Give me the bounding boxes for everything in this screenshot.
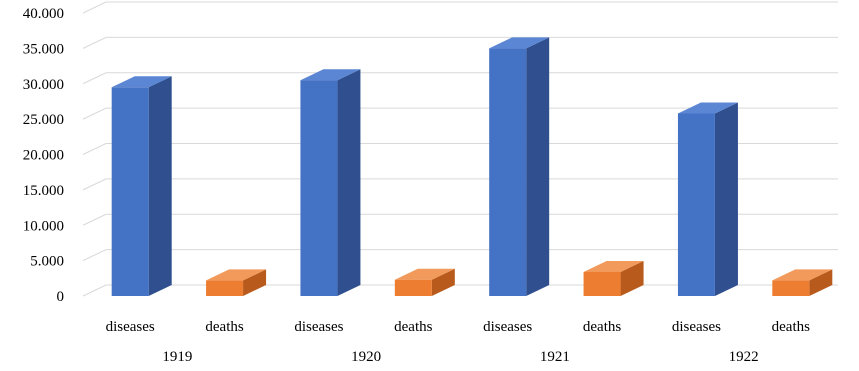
diseases-bar-front [677,113,715,296]
diseases-bar-top [489,37,550,49]
y-tick-label: 35.000 [23,41,64,57]
diseases-bar-top [111,76,172,88]
deaths-bar-front [772,280,810,296]
deaths-bar-front [206,280,244,296]
category-label: deaths [583,319,621,335]
category-label: diseases [483,319,532,335]
category-label: deaths [394,319,432,335]
group-labels: 1919 1920 1921 1922 [162,349,758,365]
deaths-bar-side [431,268,455,296]
y-tick-label: 30.000 [23,77,64,93]
category-label: deaths [205,319,243,335]
y-tick-label: 25.000 [23,112,64,128]
diseases-bar [677,102,738,296]
deaths-bar [394,268,455,296]
category-labels: diseases deaths diseases deaths diseases deat… [106,319,811,335]
diseases-bar-side [337,69,361,297]
category-label: diseases [294,319,343,335]
deaths-bar [206,269,267,296]
gridline [82,36,838,49]
bars-layer [111,37,833,297]
y-tick-label: 40.000 [23,6,64,22]
diseases-bar-front [489,48,527,296]
diseases-bar-front [300,80,338,297]
gridline [82,249,838,262]
deaths-bar-top [583,260,644,272]
group-label: 1921 [540,349,570,365]
deaths-bar-front [583,271,621,296]
deaths-bar-top [772,269,833,281]
diseases-bar [300,69,361,297]
deaths-bar-front [394,279,432,296]
gridline [82,178,838,191]
gridline [82,143,838,155]
y-tick-label: 5.000 [30,254,64,270]
group-label: 1920 [351,349,381,365]
deaths-bar-top [206,269,267,281]
diseases-bar-top [300,69,361,81]
category-label: diseases [106,319,155,335]
gridline [82,213,838,226]
group-label: 1919 [162,349,192,365]
diseases-bar-front [111,87,149,296]
deaths-bar [772,269,833,296]
deaths-bar-side [809,269,833,296]
y-tick-label: 0 [57,289,65,305]
diseases-bar-side [148,76,172,296]
gridline [82,107,838,120]
y-axis-ticks: 0 5.000 10.000 15.000 20.000 25.000 30.000 35.0… [23,6,64,305]
diseases-bar [111,76,172,296]
y-tick-label: 15.000 [23,183,64,199]
category-label: diseases [672,319,721,335]
y-tick-label: 20.000 [23,148,64,164]
deaths-bar-side [620,260,644,296]
gridline [82,1,838,14]
deaths-bar-side [243,269,267,296]
diseases-bar [489,37,550,296]
y-tick-label: 10.000 [23,218,64,234]
deaths-bar-top [394,268,455,280]
gridline [82,72,838,85]
diseases-bar-side [714,102,738,296]
deaths-bar [583,260,644,296]
diseases-bar-top [677,102,738,114]
group-label: 1922 [729,349,759,365]
diseases-bar-side [526,37,550,296]
grid-layer [82,1,838,297]
category-label: deaths [772,319,810,335]
